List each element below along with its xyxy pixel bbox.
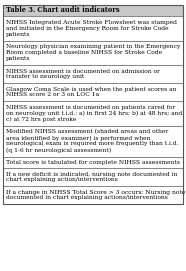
- Bar: [3, 5, 183, 16]
- Text: If a new deficit is indicated, nursing note documented in
chart explaining actio: If a new deficit is indicated, nursing n…: [6, 172, 177, 182]
- Text: NIHSS Integrated Acute Stroke Flowsheet was stamped
and initiated in the Emergen: NIHSS Integrated Acute Stroke Flowsheet …: [6, 20, 177, 37]
- Bar: [3, 83, 183, 101]
- Text: NIHSS assessment is documented on admission or
transfer to neurology unit: NIHSS assessment is documented on admiss…: [6, 69, 160, 79]
- Text: Glasgow Coma Scale is used when the patient scores an
NIHSS score 2 or 3 on LOC : Glasgow Coma Scale is used when the pati…: [6, 87, 177, 97]
- Bar: [3, 5, 183, 204]
- Text: Modified NIHSS assessment (shaded areas and other
area identified by examiner) i: Modified NIHSS assessment (shaded areas …: [6, 130, 179, 153]
- Bar: [3, 65, 183, 83]
- Bar: [3, 186, 183, 204]
- Bar: [3, 156, 183, 168]
- Text: If a change in NIHSS Total Score > 3 occurs: Nursing note
documented in chart ex: If a change in NIHSS Total Score > 3 occ…: [6, 190, 185, 200]
- Bar: [3, 40, 183, 65]
- Bar: [3, 16, 183, 40]
- Bar: [3, 101, 183, 125]
- Text: NIHSS assessment is documented on patients cared for
on neurology unit t.i.d.: a: NIHSS assessment is documented on patien…: [6, 105, 182, 122]
- Text: Table 3. Chart audit indicators: Table 3. Chart audit indicators: [6, 7, 120, 15]
- Bar: [3, 168, 183, 186]
- Text: Neurology physician examining patient in the Emergency
Room completed a baseline: Neurology physician examining patient in…: [6, 44, 180, 61]
- Bar: [3, 125, 183, 156]
- Text: Total score is tabulated for complete NIHSS assessments: Total score is tabulated for complete NI…: [6, 160, 180, 165]
